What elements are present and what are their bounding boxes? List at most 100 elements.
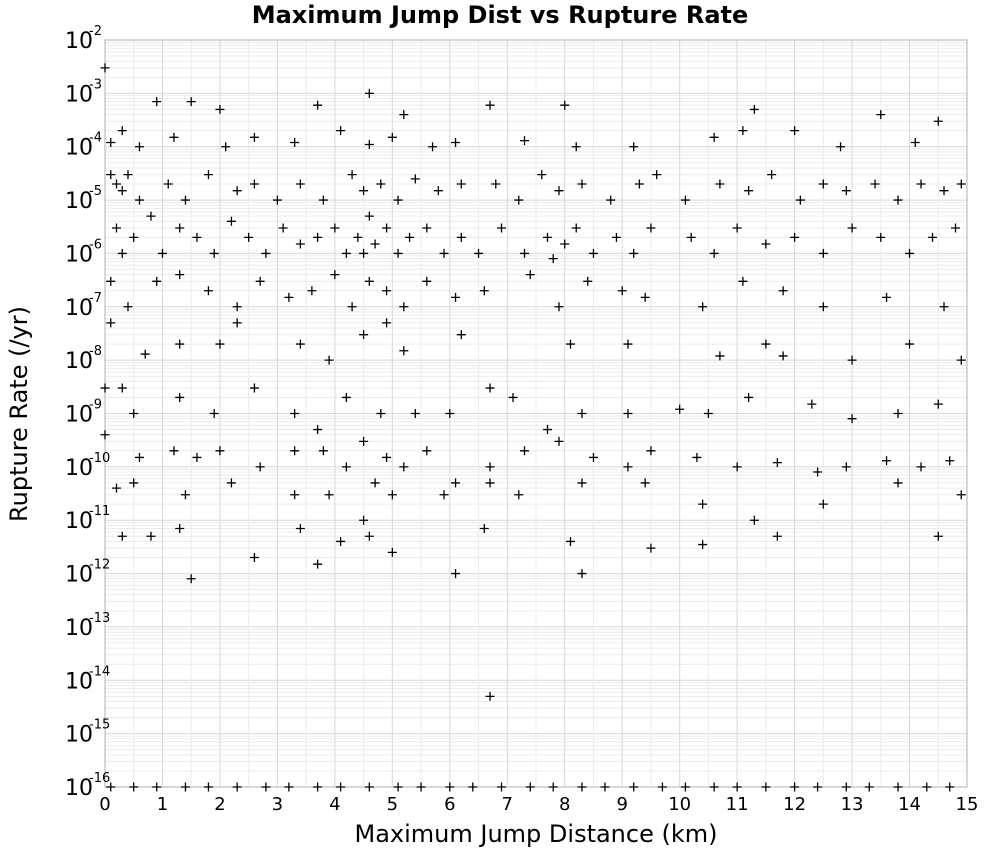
data-point [295, 239, 305, 249]
data-point [295, 339, 305, 349]
data-point [772, 458, 782, 468]
data-point [577, 409, 587, 418]
data-point [623, 409, 633, 418]
data-point [341, 462, 351, 472]
data-point [215, 446, 225, 456]
data-point [175, 223, 185, 233]
y-tick-base: 10 [65, 509, 93, 534]
data-point [520, 446, 530, 456]
data-point [249, 132, 259, 142]
data-point [117, 126, 127, 136]
y-tick-exponent: -12 [89, 558, 110, 573]
y-tick-base: 10 [65, 403, 93, 428]
data-point [813, 467, 823, 477]
y-tick-exponent: -9 [89, 398, 102, 413]
data-point [290, 409, 300, 418]
data-point [474, 248, 484, 258]
data-point [175, 339, 185, 349]
data-point [106, 170, 116, 180]
data-point [508, 392, 518, 402]
data-point [485, 691, 495, 701]
data-point [772, 531, 782, 541]
data-point [232, 302, 242, 312]
data-point [876, 232, 886, 242]
data-point [433, 186, 443, 196]
data-point [565, 536, 575, 546]
data-point [146, 531, 156, 541]
data-point [175, 392, 185, 402]
data-point [451, 292, 461, 302]
data-point [347, 170, 357, 180]
data-point [146, 211, 156, 221]
data-point [295, 523, 305, 533]
data-point [485, 462, 495, 472]
data-point [847, 414, 857, 424]
data-point [525, 270, 535, 280]
data-point [790, 126, 800, 136]
data-point [841, 462, 851, 472]
baseline-point [232, 782, 242, 792]
data-point [399, 462, 409, 472]
data-point [111, 223, 121, 233]
data-point [106, 137, 116, 147]
y-tick-label: 10-11 [65, 504, 110, 534]
data-point [698, 302, 708, 312]
data-point [410, 174, 420, 184]
data-point [703, 409, 713, 418]
data-point [761, 339, 771, 349]
baseline-point [468, 782, 478, 792]
data-point [324, 355, 334, 365]
data-point [221, 142, 231, 152]
y-tick-base: 10 [65, 456, 93, 481]
baseline-point [864, 782, 874, 792]
data-point [359, 186, 369, 196]
data-point [180, 195, 190, 205]
data-point [100, 430, 110, 440]
x-tick-label: 12 [783, 794, 806, 815]
data-point [882, 292, 892, 302]
data-point [479, 523, 489, 533]
y-tick-label: 10-12 [65, 558, 110, 588]
data-point [456, 232, 466, 242]
data-point [117, 186, 127, 196]
data-point [364, 211, 374, 221]
y-tick-base: 10 [65, 563, 93, 588]
data-point [951, 223, 961, 233]
y-tick-exponent: -8 [89, 344, 102, 359]
data-point [606, 195, 616, 205]
baseline-point [945, 782, 955, 792]
data-point [175, 523, 185, 533]
data-point [956, 179, 966, 189]
data-point [284, 292, 294, 302]
data-point [324, 490, 334, 500]
data-point [393, 195, 403, 205]
data-point [767, 170, 777, 180]
data-point [945, 456, 955, 466]
data-point [359, 436, 369, 446]
data-point [353, 232, 363, 242]
data-point [680, 195, 690, 205]
data-point [290, 490, 300, 500]
y-tick-label: 10-13 [65, 611, 110, 641]
data-point [117, 248, 127, 258]
data-point [134, 142, 144, 152]
data-point [249, 383, 259, 393]
data-point [203, 170, 213, 180]
data-point [905, 339, 915, 349]
data-point [744, 186, 754, 196]
data-point [192, 232, 202, 242]
x-tick-label: 7 [502, 794, 513, 815]
data-point [956, 355, 966, 365]
data-point [117, 383, 127, 393]
data-point [933, 116, 943, 126]
data-point [715, 179, 725, 189]
data-point [456, 179, 466, 189]
x-tick-label: 3 [272, 794, 283, 815]
y-tick-label: 10-15 [65, 718, 110, 748]
data-point [399, 302, 409, 312]
data-point [623, 339, 633, 349]
data-point [841, 186, 851, 196]
data-point [232, 318, 242, 328]
data-point [640, 292, 650, 302]
data-point [347, 302, 357, 312]
